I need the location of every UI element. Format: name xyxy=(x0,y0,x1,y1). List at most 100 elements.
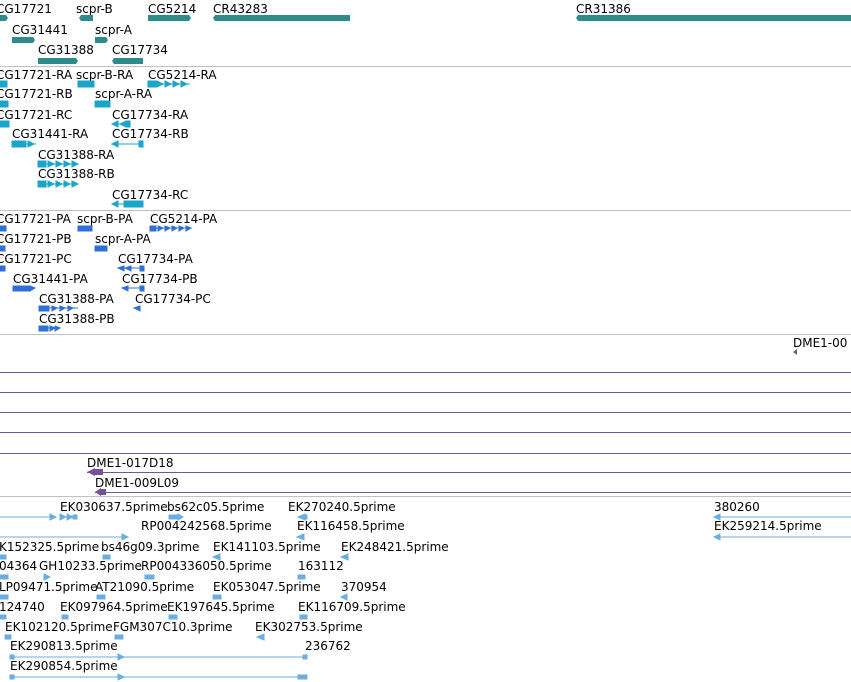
clone-label[interactable]: DME1-009L09 xyxy=(95,476,179,490)
transcript-label[interactable]: scpr-B-RA xyxy=(76,68,134,82)
gene-glyph xyxy=(12,37,35,43)
clone-line[interactable] xyxy=(87,472,851,473)
clone-arrow xyxy=(87,468,95,476)
gene-glyph xyxy=(38,58,78,64)
protein-label[interactable]: scpr-B-PA xyxy=(77,212,133,226)
est-label[interactable]: K152325.5prime xyxy=(0,540,100,554)
clone-track: DME1-00 xyxy=(0,335,851,496)
transcript-label[interactable]: CG31388-RB xyxy=(38,167,115,181)
est-label[interactable]: AT21090.5prime xyxy=(95,580,195,594)
protein-label[interactable]: CG31441-PA xyxy=(13,272,88,286)
exon xyxy=(77,80,95,88)
clone-line[interactable] xyxy=(0,392,851,393)
track-separator xyxy=(0,210,851,211)
est-label[interactable]: 380260 xyxy=(714,500,760,514)
transcript-label[interactable]: scpr-A-RA xyxy=(95,87,153,101)
gene-glyph xyxy=(79,15,93,21)
exon xyxy=(94,100,111,108)
clone-line[interactable] xyxy=(0,412,851,413)
est-label[interactable]: EK248421.5prime xyxy=(341,540,449,554)
est-label[interactable]: EK116709.5prime xyxy=(298,600,406,614)
est-label[interactable]: EK141103.5prime xyxy=(213,540,321,554)
est-label[interactable]: RP004336050.5prime xyxy=(141,559,272,573)
gene-label[interactable]: scpr-A xyxy=(95,23,132,37)
est-label[interactable]: 370954 xyxy=(341,580,387,594)
track-separator xyxy=(0,66,851,67)
est-label[interactable]: EK302753.5prime xyxy=(255,620,363,634)
transcript-label[interactable]: CG17734-RC xyxy=(112,188,189,202)
est-label[interactable]: 163112 xyxy=(298,559,344,573)
protein-label[interactable]: CG5214-PA xyxy=(150,212,218,226)
transcript-label[interactable]: CG17721-RC xyxy=(0,108,73,122)
est-label[interactable]: EK097964.5prime xyxy=(60,600,168,614)
gene-glyph xyxy=(576,15,851,21)
transcript-label[interactable]: CG17721-RA xyxy=(0,68,73,82)
clone-label[interactable]: DME1-017D18 xyxy=(87,456,174,470)
gene-label[interactable]: CG17734 xyxy=(112,43,168,57)
est-label[interactable]: GH10233.5prime xyxy=(39,559,142,573)
est-label[interactable]: EK270240.5prime xyxy=(288,500,396,514)
est-label[interactable]: 236762 xyxy=(305,639,351,653)
est-label[interactable]: FGM307C10.3prime xyxy=(113,620,233,634)
est-label[interactable]: EK102120.5prime xyxy=(5,620,113,634)
gene-glyphs xyxy=(0,15,851,64)
protein-label[interactable]: CG17721-PB xyxy=(0,232,72,246)
est-label[interactable]: bs46g09.3prime xyxy=(101,540,200,554)
est-label[interactable]: bs62c05.5prime xyxy=(167,500,265,514)
transcript-label[interactable]: CG31441-RA xyxy=(12,127,89,141)
gene-label[interactable]: CR31386 xyxy=(576,2,631,16)
protein-label[interactable]: CG17721-PA xyxy=(0,212,71,226)
est-label[interactable]: RP004242568.5prime xyxy=(141,519,272,533)
track-separator xyxy=(0,334,851,335)
transcript-label[interactable]: CG17734-RB xyxy=(112,127,189,141)
gene-glyph xyxy=(148,15,191,21)
clone-glyphs xyxy=(793,349,797,355)
protein-label[interactable]: CG17734-PB xyxy=(122,272,198,286)
transcript-label[interactable]: CG5214-RA xyxy=(148,68,217,82)
transcript-glyphs xyxy=(0,80,190,208)
est-label[interactable]: EK197645.5prime xyxy=(167,600,275,614)
exon xyxy=(0,100,9,108)
gene-label[interactable]: CG31441 xyxy=(12,23,68,37)
est-track: EK030637.5prime bs62c05.5prime EK270240.… xyxy=(0,497,851,682)
exon xyxy=(147,80,157,88)
clone-line[interactable] xyxy=(95,492,851,493)
est-label[interactable]: EK116458.5prime xyxy=(297,519,405,533)
protein-glyphs xyxy=(0,225,193,332)
clone-line[interactable] xyxy=(0,432,851,433)
transcript-label[interactable]: CG17734-RA xyxy=(112,108,189,122)
gene-model-track: CG17721 scpr-B CG5214 CR43283 CR31386 CG… xyxy=(0,0,851,66)
protein-label[interactable]: CG17734-PC xyxy=(135,292,211,306)
gene-glyph xyxy=(0,15,8,21)
protein-label[interactable]: CG17734-PA xyxy=(118,252,193,266)
gene-label[interactable]: scpr-B xyxy=(76,2,113,16)
gene-label[interactable]: CG17721 xyxy=(0,2,52,16)
gene-label[interactable]: CG5214 xyxy=(148,2,197,16)
est-label[interactable]: LP09471.5prime xyxy=(0,580,98,594)
clone-line[interactable] xyxy=(0,372,851,373)
protein-label[interactable]: CG17721-PC xyxy=(0,252,72,266)
protein-label[interactable]: CG31388-PA xyxy=(39,292,114,306)
protein-label[interactable]: scpr-A-PA xyxy=(95,232,151,246)
gene-label[interactable]: CR43283 xyxy=(213,2,268,16)
transcript-label[interactable]: CG17721-RB xyxy=(0,87,73,101)
est-label[interactable]: EK290813.5prime xyxy=(10,639,118,653)
exon xyxy=(0,120,10,128)
est-glyphs xyxy=(0,513,851,681)
exon xyxy=(0,80,8,88)
transcript-label[interactable]: CG31388-RA xyxy=(38,148,115,162)
track-separator xyxy=(0,496,851,497)
clone-line[interactable] xyxy=(0,453,851,454)
est-label[interactable]: 124740 xyxy=(0,600,45,614)
clone-label[interactable]: DME1-00 xyxy=(793,336,848,350)
est-label[interactable]: EK053047.5prime xyxy=(213,580,321,594)
est-label[interactable]: EK290854.5prime xyxy=(10,659,118,673)
protein-label[interactable]: CG31388-PB xyxy=(39,312,115,326)
protein-track: CG17721-PA scpr-B-PA CG5214-PA CG17721-P… xyxy=(0,211,851,334)
est-label[interactable]: EK030637.5prime xyxy=(60,500,168,514)
gene-label[interactable]: CG31388 xyxy=(38,43,94,57)
est-label[interactable]: 04364 xyxy=(0,559,38,573)
exon xyxy=(156,80,165,88)
gene-glyph xyxy=(112,58,143,64)
est-label[interactable]: EK259214.5prime xyxy=(714,519,822,533)
